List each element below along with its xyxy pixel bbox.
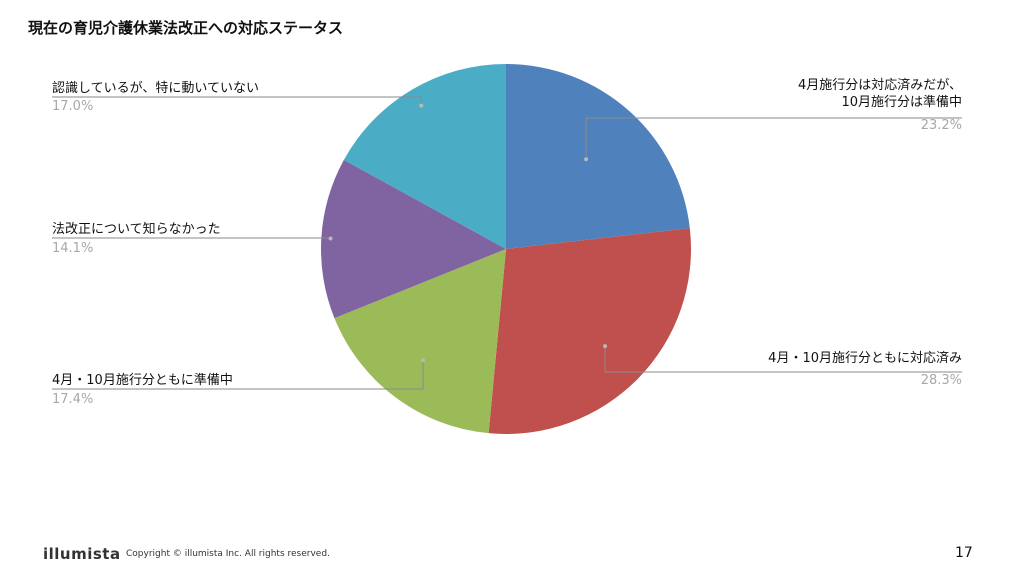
slice-label-2: 4月・10月施行分ともに準備中 <box>52 373 233 388</box>
pie-slice-2 <box>334 249 506 434</box>
slice-label-1: 4月・10月施行分ともに対応済み <box>768 351 962 366</box>
leader-dot-1 <box>603 344 608 349</box>
leader-line-4 <box>52 96 422 106</box>
leader-line-1 <box>604 346 962 373</box>
leader-dot-4 <box>419 103 424 108</box>
slice-label-0: 4月施行分は対応済みだが、 10月施行分は準備中 <box>798 77 962 111</box>
leader-lines <box>52 96 962 390</box>
slice-label-0-line-2: 10月施行分は準備中 <box>841 95 962 110</box>
pie-slice-4 <box>343 64 506 249</box>
pie-slices <box>321 64 691 434</box>
slice-value-0: 23.2% <box>920 118 962 133</box>
chart-title: 現在の育児介護休業法改正への対応ステータス <box>28 19 344 37</box>
leader-line-3 <box>52 237 332 239</box>
pie-slice-3 <box>321 159 506 319</box>
leader-dot-3 <box>328 236 333 241</box>
slice-value-4: 17.0% <box>52 99 94 114</box>
pie-slice-0 <box>506 64 690 249</box>
slice-label-0-line-1: 4月施行分は対応済みだが、 <box>797 78 962 93</box>
slice-value-2: 17.4% <box>52 392 94 407</box>
leader-line-2 <box>52 360 424 390</box>
slice-value-1: 28.3% <box>920 373 962 388</box>
leader-line-0 <box>585 117 962 160</box>
leader-dot-2 <box>421 358 426 363</box>
leader-dot-0 <box>584 157 589 162</box>
slice-label-3: 法改正について知らなかった <box>52 222 221 237</box>
page-number: 17 <box>955 545 973 561</box>
copyright-text: Copyright © illumista Inc. All rights re… <box>126 549 330 559</box>
illumista-logo: illumista <box>43 545 121 563</box>
slice-value-3: 14.1% <box>52 241 94 256</box>
pie-slice-1 <box>488 228 691 434</box>
slice-label-4: 認識しているが、特に動いていない <box>52 81 259 96</box>
